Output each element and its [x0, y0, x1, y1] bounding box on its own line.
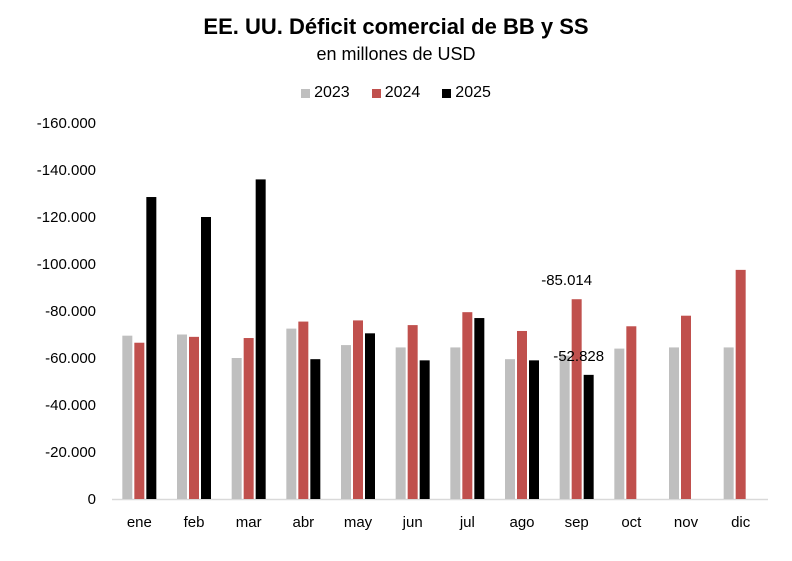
legend-item-2024: 2024 [371, 84, 421, 102]
y-tick-label: -120.000 [37, 209, 96, 226]
y-tick-label: -40.000 [45, 397, 96, 414]
bar-2023-jul [450, 347, 461, 499]
x-tick-label: jun [402, 514, 423, 531]
bar-2025-abr [310, 359, 321, 499]
bar-2025-mar [255, 179, 266, 499]
bar-2023-nov [669, 347, 679, 499]
legend-swatch-2023 [301, 88, 311, 98]
bar-2024-jul [462, 312, 473, 499]
bar-2024-oct [626, 326, 637, 499]
x-tick-label: jul [459, 514, 475, 531]
chart-title: EE. UU. Déficit comercial de BB y SS [203, 14, 589, 39]
bar-2023-ene [122, 335, 133, 499]
legend-item-2023: 2023 [301, 84, 350, 102]
x-tick-label: abr [292, 514, 314, 531]
y-tick-label: -20.000 [45, 444, 96, 461]
legend-label-2024: 2024 [384, 84, 421, 101]
y-tick-label: 0 [88, 491, 96, 508]
bar-2024-sep [571, 299, 582, 499]
chart-subtitle: en millones de USD [316, 44, 476, 64]
bar-2023-sep [559, 355, 570, 499]
bar-2023-oct [614, 348, 625, 499]
y-tick-label: -140.000 [37, 162, 96, 179]
bar-2023-ago [505, 359, 515, 499]
legend-item-2025: 2025 [442, 84, 491, 102]
x-tick-label: nov [674, 514, 699, 531]
x-tick-label: oct [621, 514, 642, 531]
bar-2024-nov [681, 315, 691, 499]
legend: 2023 2024 2025 [0, 84, 792, 102]
bar-2024-ene [134, 342, 145, 499]
bar-2023-jun [395, 347, 406, 499]
bar-2023-mar [231, 358, 242, 499]
bar-2024-ago [517, 330, 527, 499]
x-tick-label: ene [127, 514, 152, 531]
bar-2023-feb [177, 334, 187, 499]
data-label-2024-sep: -85.014 [541, 272, 592, 289]
y-tick-label: -100.000 [37, 256, 96, 273]
bar-2024-mar [243, 338, 254, 499]
x-tick-label: dic [731, 514, 751, 531]
bar-2023-dic [723, 347, 734, 499]
bar-2025-jul [474, 318, 485, 499]
bar-2025-feb [201, 217, 211, 499]
y-tick-label: -160.000 [37, 115, 96, 132]
bar-2024-feb [189, 336, 199, 499]
y-tick-label: -60.000 [45, 350, 96, 367]
x-tick-label: ago [509, 514, 534, 531]
bar-2024-dic [735, 269, 746, 499]
bar-2023-may [341, 345, 351, 499]
legend-swatch-2024 [371, 88, 381, 98]
bar-2025-jun [419, 360, 430, 499]
x-tick-label: may [344, 514, 373, 531]
legend-label-2025: 2025 [455, 84, 491, 101]
bar-2024-may [353, 320, 363, 499]
legend-label-2023: 2023 [314, 84, 350, 101]
x-tick-label: feb [184, 514, 205, 531]
data-label-2025-sep: -52.828 [553, 348, 604, 365]
bar-2025-sep [583, 374, 594, 499]
y-tick-label: -80.000 [45, 303, 96, 320]
bar-2025-ene [146, 197, 157, 499]
bar-2023-abr [286, 328, 297, 499]
bar-2025-may [365, 333, 375, 499]
bar-2024-abr [298, 321, 309, 499]
legend-swatch-2025 [442, 88, 452, 98]
x-tick-label: sep [565, 514, 589, 531]
x-tick-label: mar [236, 514, 262, 531]
bar-2025-ago [529, 360, 539, 499]
bar-2024-jun [407, 325, 418, 499]
